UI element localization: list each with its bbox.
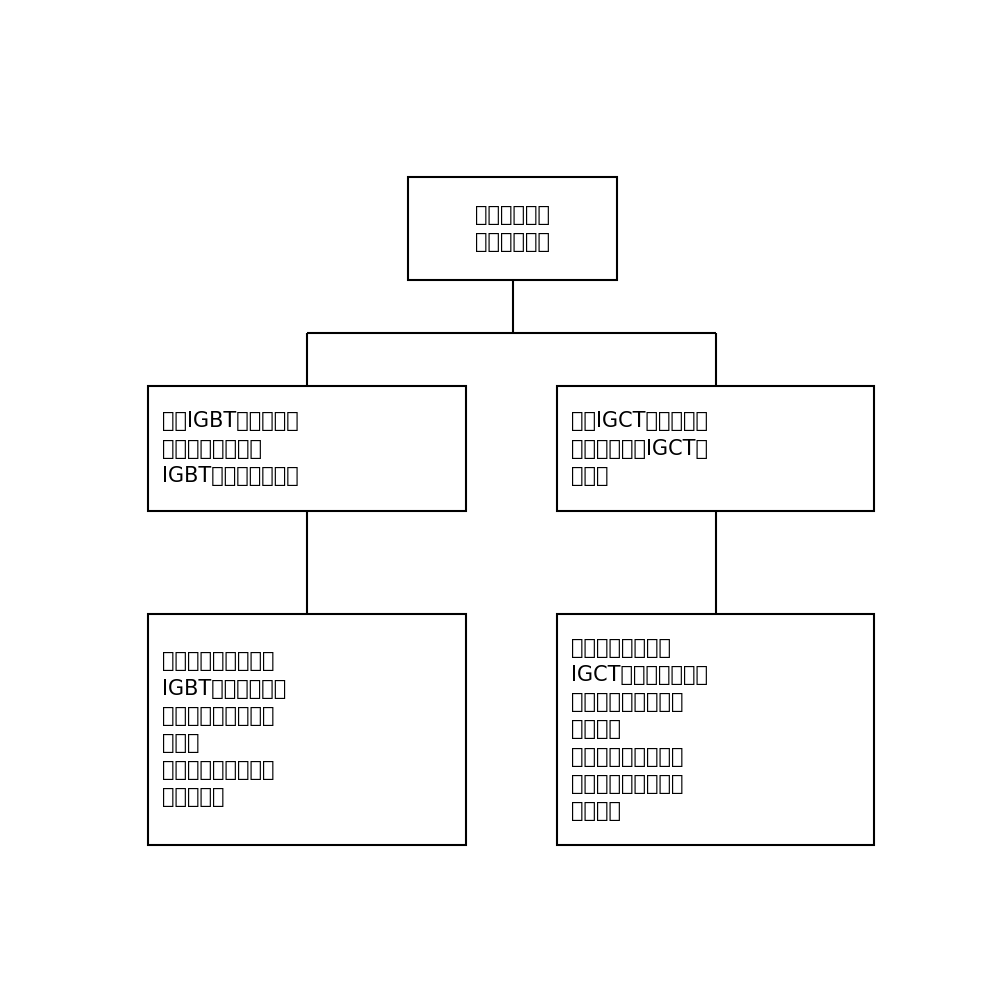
- Text: 保护成功：直通回路
IGBT流过大冲击电
流，影响后续运行可
靠性；
保护失败：直通回路
器件损坏。: 保护成功：直通回路 IGBT流过大冲击电 流，影响后续运行可 靠性； 保护失败：…: [162, 652, 286, 808]
- Text: 基于IGBT器件的交直
交变流器封锁所有
IGBT，关断故障电流: 基于IGBT器件的交直 交变流器封锁所有 IGBT，关断故障电流: [162, 411, 299, 486]
- FancyBboxPatch shape: [148, 386, 466, 511]
- FancyBboxPatch shape: [408, 177, 617, 280]
- FancyBboxPatch shape: [148, 613, 466, 845]
- FancyBboxPatch shape: [557, 613, 874, 845]
- Text: 基于IGCT器件的交直
交变流器开通IGCT进
行分流: 基于IGCT器件的交直 交变流器开通IGCT进 行分流: [571, 411, 708, 486]
- FancyBboxPatch shape: [557, 386, 874, 511]
- Text: 保护成功：所有的
IGCT器件流过大冲击
电流，影响后续运行
可靠性；
保护失败：变流器的
所有半导体器件均有
可能损坏: 保护成功：所有的 IGCT器件流过大冲击 电流，影响后续运行 可靠性； 保护失败…: [571, 638, 708, 821]
- Text: 交直交变流器
发生直通故障: 交直交变流器 发生直通故障: [475, 205, 550, 252]
